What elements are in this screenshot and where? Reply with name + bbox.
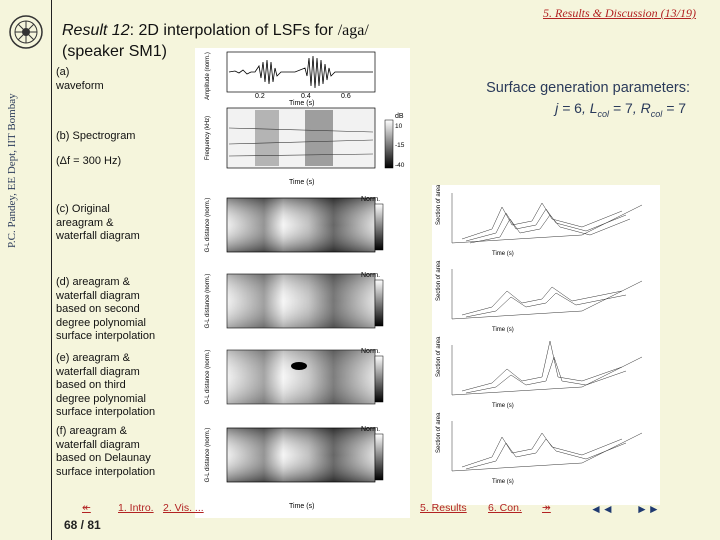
svg-text:Time (s): Time (s) bbox=[492, 251, 514, 257]
areagram-f bbox=[226, 427, 376, 483]
db-label: dB bbox=[395, 113, 404, 120]
page-number: 68 / 81 bbox=[64, 518, 101, 532]
title-prefix: Result 12 bbox=[62, 22, 130, 39]
svg-text:G-L distance (norm.): G-L distance (norm.) bbox=[205, 350, 211, 405]
svg-text:G-L distance (norm.): G-L distance (norm.) bbox=[205, 198, 211, 253]
freq-axis-label: Frequency (kHz) bbox=[205, 116, 211, 160]
time-axis-label: Time (s) bbox=[289, 100, 314, 107]
svg-text:0.4: 0.4 bbox=[301, 93, 311, 100]
svg-text:-40: -40 bbox=[395, 162, 405, 169]
waterfall-d bbox=[451, 269, 643, 320]
nav-intro[interactable]: 1. Intro. bbox=[118, 502, 154, 514]
title-text: : 2D interpolation of LSFs for bbox=[129, 22, 338, 39]
params-title: Surface generation parameters: bbox=[486, 80, 690, 96]
label-spectrogram-sub: (Δf = 300 Hz) bbox=[56, 155, 122, 167]
amp-axis-label: Amplitude (norm.) bbox=[205, 52, 211, 100]
waterfall-column: Section of area Section of area Section … bbox=[432, 185, 660, 505]
label-spectrogram: (b) Spectrogram bbox=[56, 130, 136, 142]
waterfall-grids bbox=[451, 193, 643, 472]
svg-text:Section of area: Section of area bbox=[436, 336, 442, 377]
svg-text:-15: -15 bbox=[395, 142, 405, 149]
waterfall-e bbox=[451, 340, 643, 396]
svg-text:0.2: 0.2 bbox=[255, 93, 265, 100]
svg-text:G-L distance (norm.): G-L distance (norm.) bbox=[205, 274, 211, 329]
norm-label-d: Norm. bbox=[361, 272, 380, 279]
areagram-c bbox=[226, 197, 376, 253]
title-word: /aga/ bbox=[337, 22, 369, 39]
label-waveform: (a) waveform bbox=[56, 66, 104, 92]
sidebar: P.C. Pandey, EE Dept, IIT Bombay bbox=[0, 0, 52, 540]
norm-label-f: Norm. bbox=[361, 426, 380, 433]
svg-text:Section of area: Section of area bbox=[436, 185, 442, 225]
breadcrumb[interactable]: 5. Results & Discussion (13/19) bbox=[543, 6, 696, 20]
svg-text:Time (s): Time (s) bbox=[492, 479, 514, 485]
waterfall-c bbox=[451, 193, 643, 244]
colorbars: Norm. Norm. Norm. Norm. bbox=[361, 196, 384, 481]
areagram-d bbox=[226, 273, 376, 329]
svg-text:Time (s): Time (s) bbox=[492, 403, 514, 409]
svg-text:Time (s): Time (s) bbox=[289, 179, 314, 186]
svg-text:0.6: 0.6 bbox=[341, 93, 351, 100]
nav-results[interactable]: 5. Results bbox=[420, 502, 467, 514]
spectrogram-plot: dB 10 -15 -40 Frequency (kHz) Time (s) bbox=[205, 107, 405, 186]
svg-text:Time (s): Time (s) bbox=[492, 327, 514, 333]
waterfall-f bbox=[451, 421, 643, 472]
nav-vis[interactable]: 2. Vis. ... bbox=[163, 502, 204, 514]
title-line2: (speaker SM1) bbox=[62, 43, 167, 60]
svg-text:Section of area: Section of area bbox=[436, 260, 442, 301]
nav-prev-section[interactable]: ↞ bbox=[82, 502, 91, 514]
norm-label-c: Norm. bbox=[361, 196, 380, 203]
waveform-plot: Amplitude (norm.) 0.2 0.4 0.6 Time (s) bbox=[205, 51, 376, 107]
svg-text:Time (s): Time (s) bbox=[289, 503, 314, 510]
nav-back-button[interactable]: ◄◄ bbox=[590, 502, 614, 516]
nav-forward-button[interactable]: ►► bbox=[636, 502, 660, 516]
label-second-degree: (d) areagram & waterfall diagram based o… bbox=[56, 276, 156, 342]
institute-seal-icon bbox=[9, 15, 43, 49]
svg-text:G-L distance (norm.): G-L distance (norm.) bbox=[205, 428, 211, 483]
page-title: Result 12: 2D interpolation of LSFs for … bbox=[62, 20, 462, 62]
author-credit: P.C. Pandey, EE Dept, IIT Bombay bbox=[6, 93, 18, 248]
nav-next-section[interactable]: ↠ bbox=[542, 502, 551, 514]
label-original: (c) Original areagram & waterfall diagra… bbox=[56, 203, 140, 242]
areagram-e bbox=[226, 349, 376, 405]
label-delaunay: (f) areagram & waterfall diagram based o… bbox=[56, 425, 156, 478]
svg-text:Section of area: Section of area bbox=[436, 412, 442, 453]
label-third-degree: (e) areagram & waterfall diagram based o… bbox=[56, 352, 156, 418]
norm-label-e: Norm. bbox=[361, 348, 380, 355]
gl-axis-labels: G-L distance (norm.) G-L distance (norm.… bbox=[205, 198, 211, 483]
nav-conclusion[interactable]: 6. Con. bbox=[488, 502, 522, 514]
left-figure-column: Amplitude (norm.) 0.2 0.4 0.6 Time (s) d… bbox=[195, 48, 410, 518]
svg-text:10: 10 bbox=[395, 123, 403, 130]
params-values: j = 6, Lcol = 7, Rcol = 7 bbox=[555, 100, 686, 119]
